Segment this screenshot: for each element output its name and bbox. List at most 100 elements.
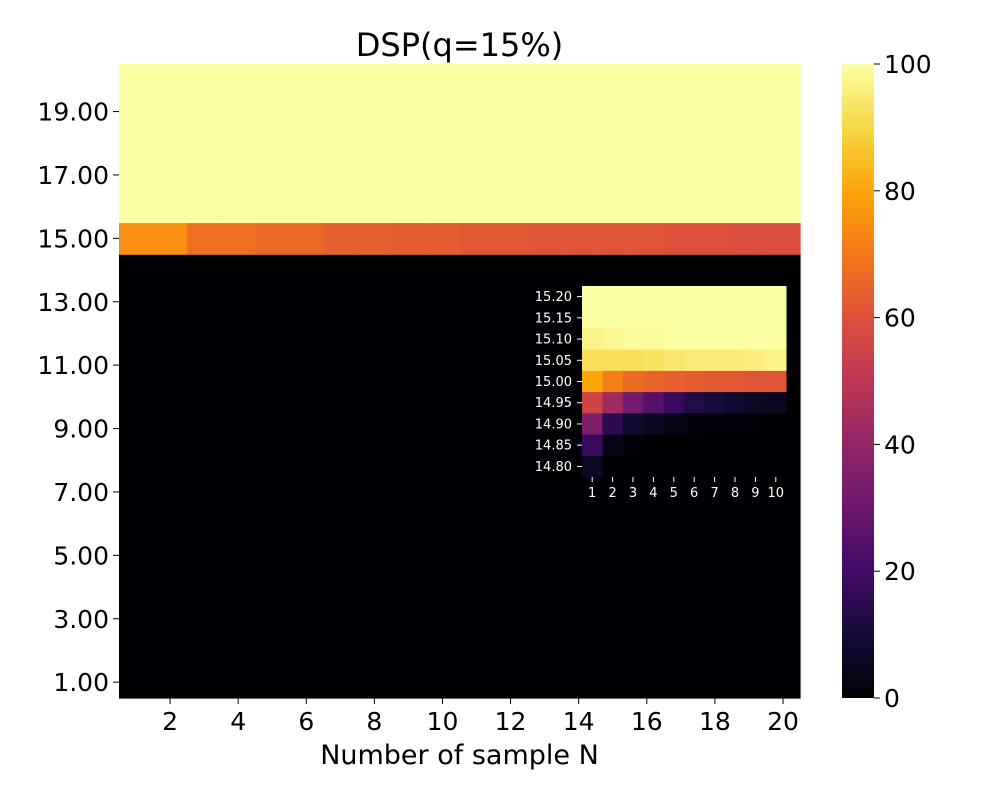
inset-heatmap-cell <box>663 392 685 414</box>
heatmap-cell <box>391 381 427 414</box>
heatmap-cell <box>119 412 154 445</box>
heatmap-cell <box>459 285 495 319</box>
heatmap-cell <box>663 127 699 160</box>
heatmap-cell <box>391 190 427 224</box>
inset-heatmap-cell <box>582 328 603 351</box>
inset-heatmap-cell <box>724 349 746 372</box>
heatmap-cell <box>459 95 495 128</box>
heatmap-cell <box>221 254 256 287</box>
heatmap-cell <box>629 634 665 667</box>
heatmap-cell <box>561 95 597 128</box>
heatmap-cell <box>357 159 392 192</box>
inset-heatmap-cell <box>684 370 705 393</box>
heatmap-cell <box>595 507 631 541</box>
heatmap-cell <box>527 285 563 319</box>
heatmap-cell <box>561 507 597 541</box>
heatmap-cell <box>153 666 188 699</box>
heatmap-cell <box>697 222 733 255</box>
y-tick-label: 17.00 <box>37 161 109 190</box>
heatmap-cell <box>459 539 495 572</box>
heatmap-cell <box>187 254 222 287</box>
heatmap-cell <box>323 444 358 477</box>
heatmap-cell <box>153 571 188 604</box>
heatmap-cell <box>255 254 290 287</box>
heatmap-cell <box>527 571 563 604</box>
heatmap-cell <box>663 95 699 128</box>
inset-heatmap-cell <box>765 349 787 372</box>
heatmap-cell <box>425 95 461 128</box>
heatmap-cell <box>221 64 256 97</box>
inset-heatmap-cell <box>582 286 603 308</box>
heatmap-cell <box>289 412 324 445</box>
heatmap-cell <box>391 666 427 699</box>
heatmap-cell <box>765 476 801 509</box>
heatmap-cell <box>459 412 495 445</box>
heatmap-cell <box>119 285 154 319</box>
heatmap-cell <box>697 634 733 667</box>
heatmap-cell <box>153 634 188 667</box>
heatmap-cell <box>731 476 767 509</box>
heatmap-cell <box>187 190 222 224</box>
heatmap-cell <box>187 634 222 667</box>
inset-heatmap-cell <box>663 349 685 372</box>
heatmap-cell <box>697 476 733 509</box>
heatmap-cell <box>697 127 733 160</box>
inset-heatmap-cell <box>684 434 705 457</box>
heatmap-cell <box>629 507 665 541</box>
inset-heatmap-cell <box>622 392 644 414</box>
heatmap-cell <box>425 190 461 224</box>
heatmap-cell <box>153 222 188 255</box>
inset-heatmap-cell <box>724 455 746 478</box>
heatmap-cell <box>391 317 427 350</box>
inset-heatmap-cell <box>602 286 624 308</box>
inset-heatmap-cell <box>622 349 644 372</box>
inset-x-tick-label: 2 <box>608 486 616 501</box>
inset-heatmap-cell <box>704 349 726 372</box>
heatmap-cell <box>765 634 801 667</box>
heatmap-cell <box>663 64 699 97</box>
y-tick-label: 7.00 <box>53 478 109 507</box>
heatmap-cell <box>459 349 495 382</box>
heatmap-cell <box>187 571 222 604</box>
heatmap-cell <box>731 602 767 636</box>
heatmap-cell <box>459 64 495 97</box>
heatmap-cell <box>765 507 801 541</box>
inset-heatmap-cell <box>622 328 644 351</box>
heatmap-cell <box>289 285 324 319</box>
inset-heatmap-cell <box>582 370 603 393</box>
heatmap-cell <box>493 285 529 319</box>
heatmap-cell <box>119 349 154 382</box>
heatmap-cell <box>527 476 563 509</box>
colorbar-tick-label: 60 <box>884 304 916 333</box>
heatmap-cell <box>561 602 597 636</box>
inset-heatmap-cell <box>684 328 705 351</box>
inset-heatmap-cell <box>745 328 767 351</box>
heatmap-cell <box>119 317 154 350</box>
heatmap-cell <box>119 64 154 97</box>
inset-heatmap-cell <box>724 413 746 436</box>
heatmap-cell <box>425 127 461 160</box>
inset-heatmap-cell <box>622 307 644 329</box>
y-tick-label: 5.00 <box>53 541 109 570</box>
y-tick-label: 9.00 <box>53 415 109 444</box>
heatmap-cell <box>357 539 392 572</box>
heatmap-cell <box>425 254 461 287</box>
heatmap-cell <box>493 571 529 604</box>
heatmap-cell <box>629 222 665 255</box>
heatmap-cell <box>255 127 290 160</box>
inset-y-tick-label: 14.90 <box>535 417 572 432</box>
inset-y-tick-label: 14.95 <box>535 396 572 411</box>
heatmap-cell <box>357 95 392 128</box>
heatmap-cell <box>663 476 699 509</box>
heatmap-cell <box>527 190 563 224</box>
heatmap-cell <box>221 127 256 160</box>
heatmap-cell <box>221 507 256 541</box>
heatmap-cell <box>459 381 495 414</box>
inset-heatmap-cell <box>622 434 644 457</box>
inset-heatmap-cell <box>582 392 603 414</box>
heatmap-cell <box>629 602 665 636</box>
heatmap-cell <box>527 381 563 414</box>
inset-heatmap-cell <box>724 392 746 414</box>
heatmap-cell <box>731 539 767 572</box>
inset-y-tick-label: 14.80 <box>535 460 572 475</box>
